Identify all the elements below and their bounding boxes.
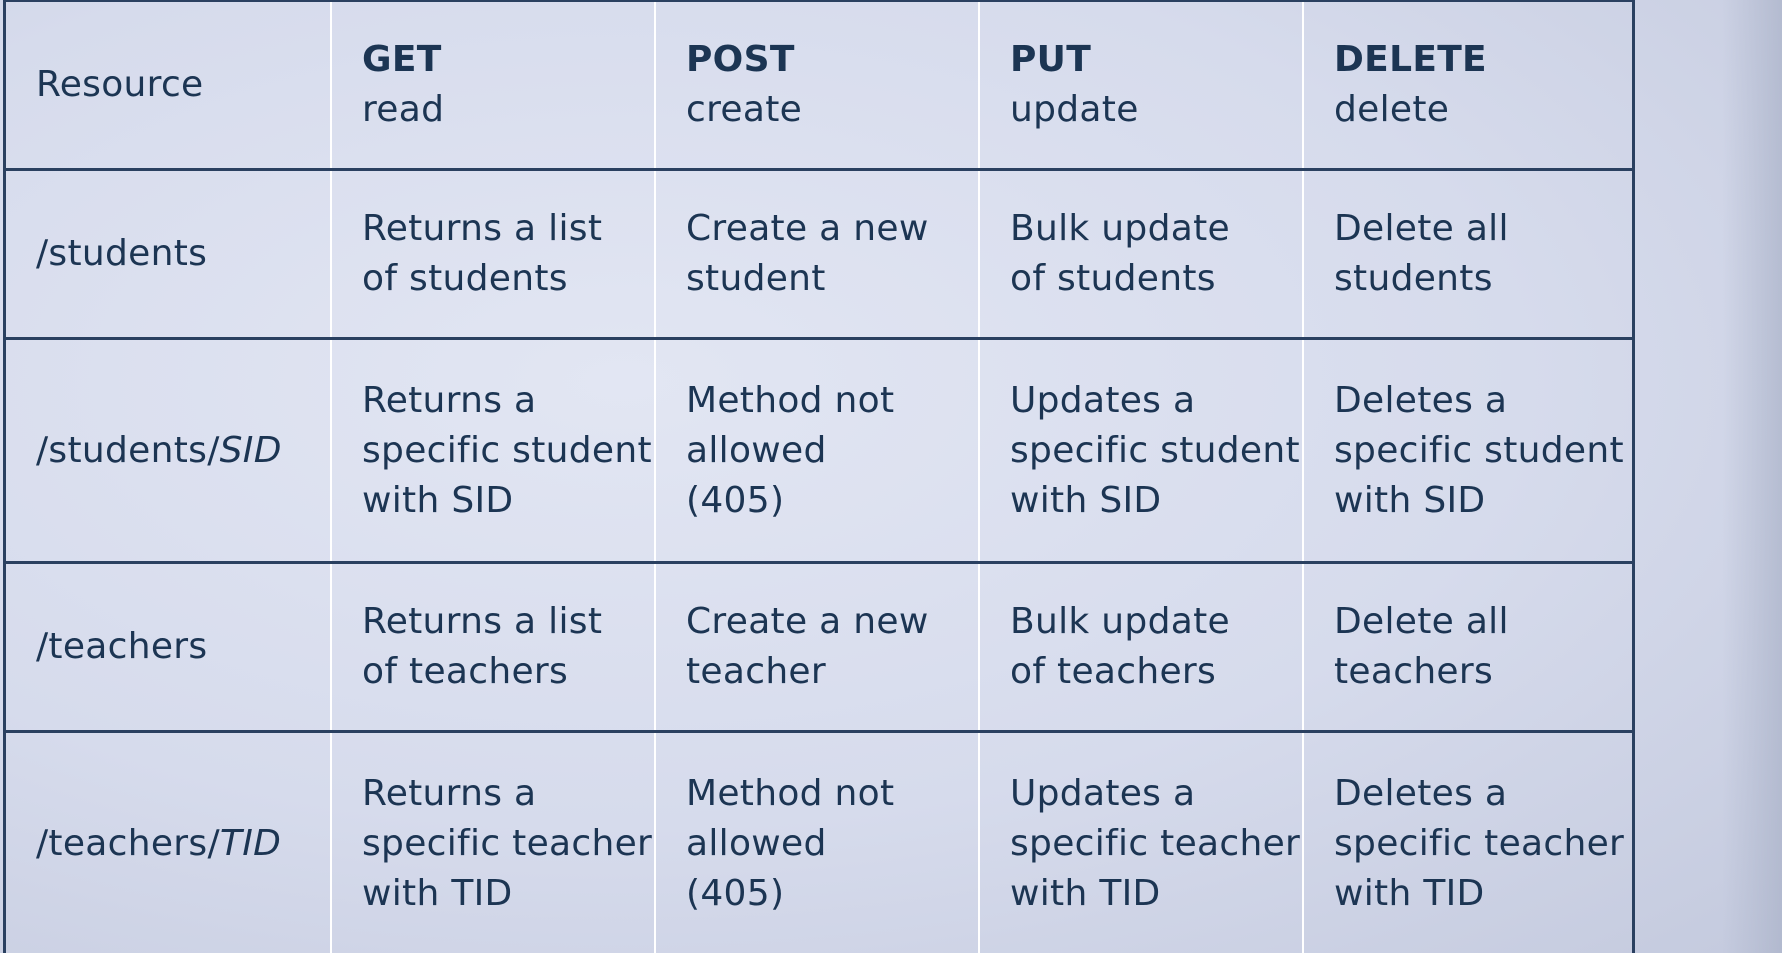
resource-cell: /teachers/TID [4, 730, 332, 953]
method-name-delete: DELETE [1334, 39, 1487, 80]
put-cell: Updates a specific student with SID [978, 337, 1304, 564]
resource-path: /students [36, 233, 208, 274]
delete-cell: Delete all students [1302, 168, 1634, 340]
delete-cell: Deletes a specific student with SID [1302, 337, 1634, 564]
method-name-post: POST [686, 39, 795, 80]
table-header-row: Resource GET read POST create PUT update… [4, 0, 1634, 171]
header-post: POST create [654, 0, 980, 171]
get-cell: Returns a specific student with SID [330, 337, 656, 564]
post-cell: Method not allowed (405) [654, 730, 980, 953]
delete-description: Deletes a specific teacher with TID [1334, 772, 1625, 914]
post-cell: Create a new teacher [654, 561, 980, 733]
put-description: Updates a specific student with SID [1010, 379, 1300, 521]
method-verb-put: update [1010, 89, 1139, 130]
get-description: Returns a list of students [362, 208, 603, 299]
header-put: PUT update [978, 0, 1304, 171]
get-cell: Returns a list of teachers [330, 561, 656, 733]
table-row: /teachers/TID Returns a specific teacher… [4, 730, 1634, 953]
post-description: Method not allowed (405) [686, 379, 895, 521]
post-cell: Create a new student [654, 168, 980, 340]
resource-cell: /students/SID [4, 337, 332, 564]
put-cell: Updates a specific teacher with TID [978, 730, 1304, 953]
get-description: Returns a list of teachers [362, 601, 603, 692]
header-resource-label: Resource [36, 64, 204, 105]
delete-description: Deletes a specific student with SID [1334, 379, 1624, 521]
header-resource: Resource [4, 0, 332, 171]
put-cell: Bulk update of students [978, 168, 1304, 340]
table-row: /teachers Returns a list of teachers Cre… [4, 561, 1634, 733]
put-description: Updates a specific teacher with TID [1010, 772, 1301, 914]
put-cell: Bulk update of teachers [978, 561, 1304, 733]
post-description: Create a new student [686, 208, 929, 299]
table-row: /students/SID Returns a specific student… [4, 337, 1634, 564]
get-description: Returns a specific student with SID [362, 379, 652, 521]
rest-methods-table: Resource GET read POST create PUT update… [3, 0, 1635, 953]
delete-description: Delete all teachers [1334, 601, 1509, 692]
edge-shading [1722, 0, 1782, 953]
resource-path: /teachers/ [36, 822, 220, 864]
method-name-get: GET [362, 39, 442, 80]
resource-cell: /teachers [4, 561, 332, 733]
get-cell: Returns a list of students [330, 168, 656, 340]
resource-param: TID [219, 822, 282, 864]
header-delete: DELETE delete [1302, 0, 1634, 171]
resource-path: /teachers [36, 626, 208, 667]
method-verb-post: create [686, 89, 803, 130]
put-description: Bulk update of students [1010, 208, 1230, 299]
post-description: Method not allowed (405) [686, 772, 895, 914]
delete-description: Delete all students [1334, 208, 1509, 299]
resource-param: SID [219, 429, 282, 471]
method-verb-delete: delete [1334, 89, 1450, 130]
put-description: Bulk update of teachers [1010, 601, 1230, 692]
post-cell: Method not allowed (405) [654, 337, 980, 564]
resource-cell: /students [4, 168, 332, 340]
method-verb-get: read [362, 89, 445, 130]
header-get: GET read [330, 0, 656, 171]
get-cell: Returns a specific teacher with TID [330, 730, 656, 953]
post-description: Create a new teacher [686, 601, 929, 692]
table-row: /students Returns a list of students Cre… [4, 168, 1634, 340]
resource-path: /students/ [36, 429, 220, 471]
method-name-put: PUT [1010, 39, 1092, 80]
delete-cell: Deletes a specific teacher with TID [1302, 730, 1634, 953]
delete-cell: Delete all teachers [1302, 561, 1634, 733]
get-description: Returns a specific teacher with TID [362, 772, 653, 914]
